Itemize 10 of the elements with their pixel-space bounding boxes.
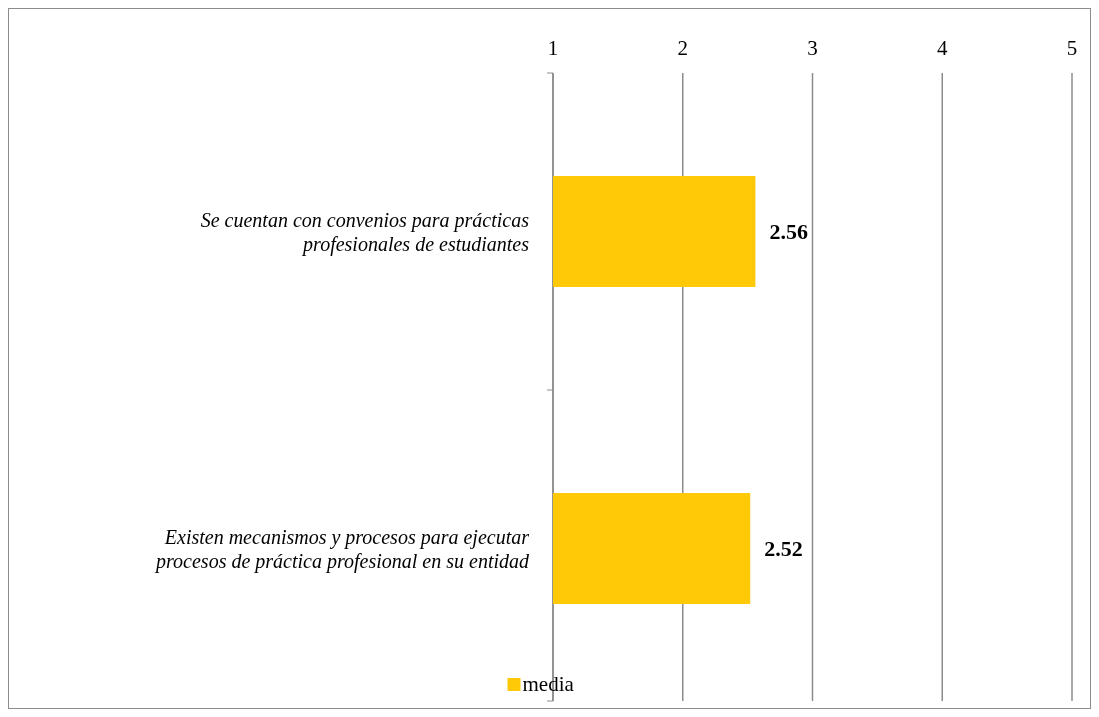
x-tick-label: 5: [1066, 36, 1078, 60]
data-label: 2.56: [769, 219, 808, 244]
y-tick-label: Se cuentan con convenios para prácticas profesionales de estudiantes: [200, 208, 530, 256]
x-tick-label: 3: [807, 36, 818, 60]
y-tick-label: Existen mecanismos y procesos para ejecutar procesos de práctica profesional en su entidad: [154, 525, 530, 573]
x-tick-label: 4: [937, 36, 948, 60]
data-label: 2.52: [764, 536, 803, 561]
x-tick-label: 1: [547, 36, 559, 60]
legend-label: media: [522, 672, 575, 696]
x-tick-label: 2: [677, 36, 688, 60]
